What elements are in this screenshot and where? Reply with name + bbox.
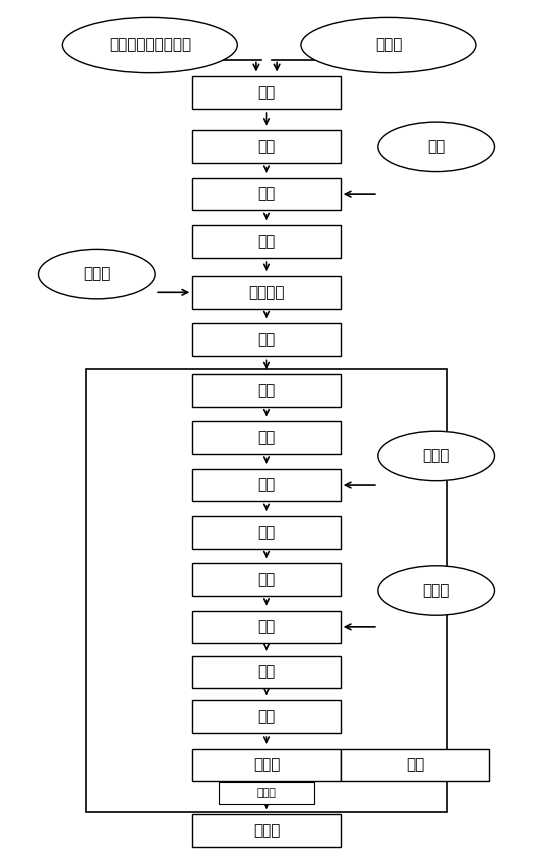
- FancyBboxPatch shape: [192, 225, 341, 257]
- Text: 异丙醇: 异丙醇: [423, 449, 450, 463]
- Text: 洗涤: 洗涤: [257, 187, 276, 201]
- FancyBboxPatch shape: [341, 749, 489, 782]
- Bar: [86, 369, 447, 812]
- Text: 见滤: 见滤: [257, 430, 276, 445]
- Text: 浓盐酸: 浓盐酸: [375, 38, 402, 53]
- Ellipse shape: [62, 17, 237, 72]
- Text: 干燥: 干燥: [257, 572, 276, 587]
- FancyBboxPatch shape: [192, 700, 341, 733]
- Text: 纯化水: 纯化水: [423, 583, 450, 598]
- FancyBboxPatch shape: [192, 655, 341, 688]
- Text: 甲苯: 甲苯: [427, 139, 445, 154]
- Text: 见滤: 见滤: [257, 525, 276, 540]
- Text: 打浆: 打浆: [257, 478, 276, 492]
- Ellipse shape: [378, 431, 495, 480]
- FancyBboxPatch shape: [192, 131, 341, 164]
- FancyBboxPatch shape: [192, 276, 341, 309]
- Text: 外包装: 外包装: [253, 823, 280, 838]
- FancyBboxPatch shape: [192, 323, 341, 356]
- FancyBboxPatch shape: [192, 76, 341, 108]
- Text: 见滤: 见滤: [257, 665, 276, 679]
- Text: 异丙醇: 异丙醇: [83, 267, 110, 282]
- Text: 结晶: 结晶: [257, 383, 276, 398]
- Ellipse shape: [301, 17, 476, 72]
- Text: 压滤: 压滤: [257, 332, 276, 347]
- FancyBboxPatch shape: [192, 563, 341, 596]
- Text: 溶解精制: 溶解精制: [248, 285, 285, 300]
- Text: 帕罗西汀碱甲苯溶液: 帕罗西汀碱甲苯溶液: [109, 38, 191, 53]
- Text: 成盐: 成盐: [257, 84, 276, 100]
- Ellipse shape: [378, 566, 495, 616]
- FancyBboxPatch shape: [192, 516, 341, 548]
- Text: 取样: 取样: [406, 758, 424, 772]
- Ellipse shape: [378, 122, 495, 171]
- FancyBboxPatch shape: [192, 749, 341, 782]
- Text: 水合: 水合: [257, 619, 276, 635]
- Text: 干燥: 干燥: [257, 709, 276, 724]
- FancyBboxPatch shape: [192, 375, 341, 407]
- Text: 见滤: 见滤: [257, 139, 276, 154]
- FancyBboxPatch shape: [192, 815, 341, 847]
- FancyBboxPatch shape: [192, 421, 341, 454]
- FancyBboxPatch shape: [192, 610, 341, 643]
- Text: 见滤: 见滤: [257, 234, 276, 249]
- Text: 内包装: 内包装: [253, 758, 280, 772]
- FancyBboxPatch shape: [192, 177, 341, 210]
- FancyBboxPatch shape: [219, 782, 314, 803]
- Text: 内包装: 内包装: [256, 788, 277, 797]
- FancyBboxPatch shape: [192, 468, 341, 501]
- Ellipse shape: [38, 250, 155, 299]
